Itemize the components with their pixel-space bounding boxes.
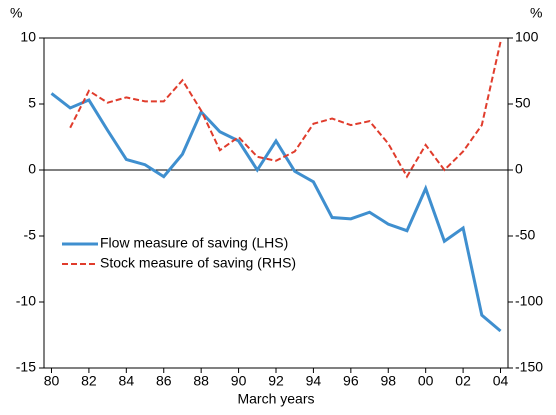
y2-tick-label: 0: [515, 161, 523, 177]
series-line: [69, 41, 502, 179]
legend-label: Stock measure of saving (RHS): [100, 255, 296, 271]
y2-tick-label: 100: [515, 29, 539, 45]
x-tick-label: 02: [455, 373, 471, 389]
x-tick-label: 96: [343, 373, 359, 389]
y-tick-label: -15: [16, 359, 36, 375]
y-tick-label: -10: [16, 293, 36, 309]
y-tick-label: 10: [20, 29, 36, 45]
x-tick-label: 94: [306, 373, 322, 389]
y2-tick-label: -50: [515, 227, 535, 243]
x-axis-title: March years: [237, 391, 314, 407]
x-tick-label: 00: [418, 373, 434, 389]
x-tick-label: 88: [193, 373, 209, 389]
x-tick-label: 86: [156, 373, 172, 389]
x-tick-label: 98: [380, 373, 396, 389]
x-tick-label: 80: [44, 373, 60, 389]
x-tick-label: 92: [268, 373, 284, 389]
y2-tick-label: -100: [515, 293, 543, 309]
x-tick-label: 84: [119, 373, 135, 389]
y2-tick-label: 50: [515, 95, 531, 111]
legend-label: Flow measure of saving (LHS): [100, 235, 288, 251]
y-axis-unit: %: [10, 5, 22, 21]
y2-tick-label: -150: [515, 359, 543, 375]
series-line: [50, 92, 502, 333]
y-tick-label: 5: [28, 95, 36, 111]
y2-axis-unit: %: [530, 5, 542, 21]
plot-frame: [43, 37, 509, 369]
x-tick-label: 82: [81, 373, 97, 389]
y-tick-label: 0: [28, 161, 36, 177]
y-tick-label: -5: [24, 227, 37, 243]
x-tick-label: 04: [493, 373, 509, 389]
x-tick-label: 90: [231, 373, 247, 389]
